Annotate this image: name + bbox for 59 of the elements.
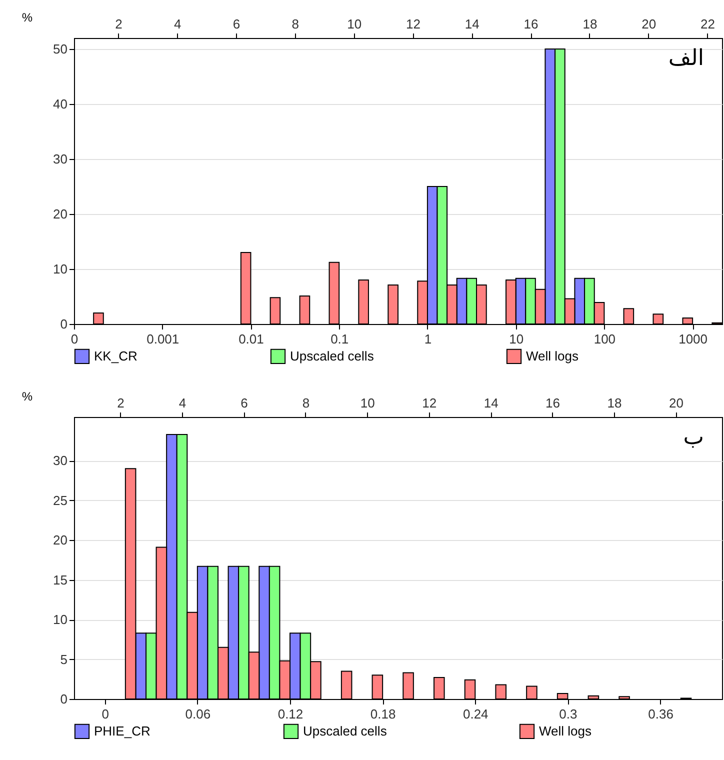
x-tick-label: 100	[594, 332, 616, 346]
legend-label: KK_CR	[94, 348, 138, 364]
x2-tick-label: 8	[292, 16, 300, 32]
x-tick-label: 0.1	[330, 332, 349, 346]
y-tick-label: 5	[60, 652, 68, 667]
x2-tick-label: 12	[406, 16, 420, 32]
legend-label: Well logs	[539, 723, 592, 738]
y-axis-title: %	[22, 10, 33, 24]
x-tick-label: 1000	[678, 332, 708, 346]
x2-tick-label: 10	[360, 396, 375, 410]
y-axis-title: %	[22, 390, 33, 404]
x-tick-label: 0.36	[648, 706, 674, 722]
x-tick-label: 0	[70, 332, 78, 346]
x-tick-label: 0.12	[278, 706, 304, 722]
y-tick-label: 10	[53, 612, 68, 628]
legend-label: Upscaled cells	[303, 723, 388, 738]
x-tick-label: 10	[509, 332, 524, 346]
x2-tick-label: 4	[178, 396, 186, 410]
x2-tick-label: 2	[115, 16, 122, 32]
annotation: ب	[683, 425, 704, 450]
x-tick-label: 1	[424, 332, 432, 346]
x2-tick-label: 16	[546, 396, 560, 410]
y-tick-label: 15	[53, 572, 68, 588]
y-tick-label: 10	[53, 262, 68, 276]
legend-label: Well logs	[526, 348, 579, 364]
x-tick-label: 0	[102, 706, 109, 722]
y-tick-label: 0	[60, 692, 68, 706]
x-tick-label: 0.18	[370, 706, 396, 722]
x2-tick-label: 14	[464, 16, 480, 32]
x2-tick-label: 20	[642, 16, 656, 32]
x2-tick-label: 20	[668, 396, 684, 410]
y-tick-label: 30	[53, 453, 68, 468]
y-tick-label: 25	[53, 492, 68, 508]
x2-tick-label: 8	[302, 396, 310, 410]
annotation: الف	[668, 46, 704, 71]
x2-tick-label: 2	[117, 396, 124, 410]
x2-tick-label: 12	[422, 396, 437, 410]
y-tick-label: 20	[53, 532, 68, 548]
x2-tick-label: 16	[524, 16, 538, 32]
x-tick-label: 0.01	[238, 332, 264, 346]
x2-tick-label: 6	[240, 396, 248, 410]
x2-tick-label: 6	[232, 16, 240, 32]
x2-tick-label: 22	[700, 16, 716, 32]
x2-tick-label: 10	[347, 16, 362, 32]
x2-tick-label: 18	[607, 396, 622, 410]
y-tick-label: 40	[53, 96, 68, 112]
x2-tick-label: 18	[582, 16, 598, 32]
legend-label: Upscaled cells	[290, 348, 374, 364]
x-tick-label: 0.3	[559, 706, 578, 722]
x2-tick-label: 4	[174, 16, 182, 32]
y-tick-label: 50	[53, 42, 68, 56]
x-tick-label: 0.24	[462, 706, 488, 722]
y-tick-label: 20	[53, 206, 68, 222]
x-tick-label: 0.001	[146, 332, 180, 346]
legend-label: PHIE_CR	[94, 723, 150, 738]
y-tick-label: 30	[53, 152, 68, 166]
x-tick-label: 0.06	[185, 706, 211, 722]
x2-tick-label: 14	[484, 396, 498, 410]
y-tick-label: 0	[60, 316, 68, 332]
